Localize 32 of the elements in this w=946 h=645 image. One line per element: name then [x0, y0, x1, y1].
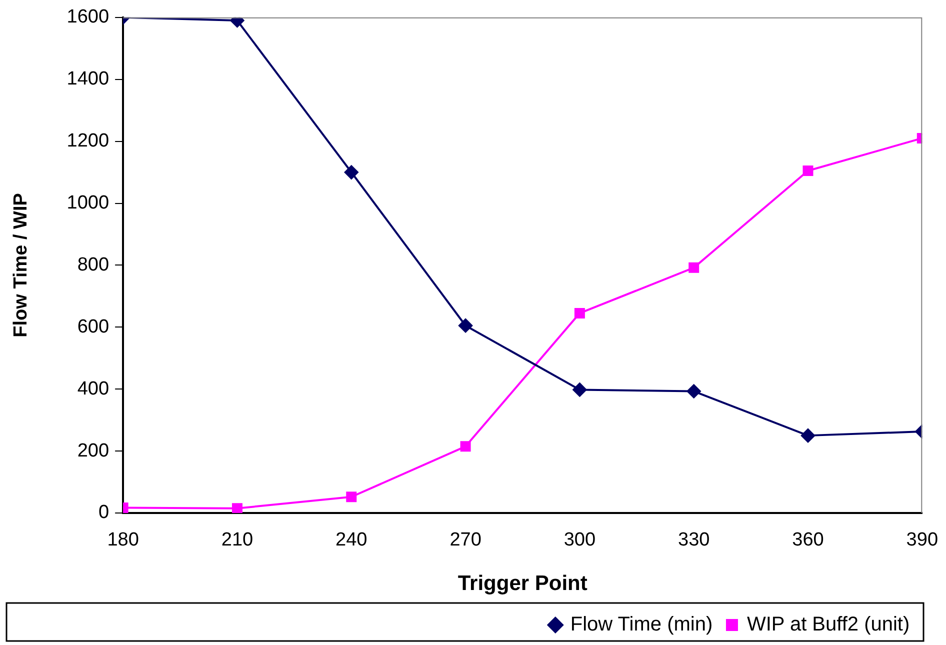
point — [688, 262, 700, 273]
x-tick-label: 240 — [336, 530, 368, 551]
y-tick-label: 1000 — [66, 192, 110, 214]
point — [572, 382, 587, 397]
x-tick-label: 210 — [221, 530, 254, 551]
point — [800, 428, 815, 443]
point — [344, 165, 358, 180]
legend-label: Flow Time (min) — [570, 614, 713, 636]
y-tick-label: 200 — [77, 440, 110, 462]
point — [460, 441, 471, 452]
point — [458, 318, 473, 333]
x-tick-label: 270 — [450, 530, 482, 551]
x-tick-label: 300 — [564, 530, 596, 551]
x-tick-label: 180 — [107, 530, 139, 551]
y-tick-label: 400 — [77, 378, 110, 400]
x-tick-label: 330 — [678, 530, 710, 551]
y-axis-title: Flow Time / WIP — [10, 192, 32, 338]
x-tick-label: 390 — [906, 530, 938, 551]
x-axis-title: Trigger Point — [458, 572, 588, 596]
y-tick-label: 1600 — [66, 6, 110, 28]
y-tick-label: 0 — [98, 502, 110, 524]
legend-label: WIP at Buff2 (unit) — [746, 614, 910, 636]
y-tick-label: 800 — [77, 254, 110, 276]
y-tick-label: 1400 — [66, 68, 110, 90]
x-tick-label: 360 — [792, 530, 824, 551]
y-tick-label: 600 — [77, 316, 110, 338]
point — [686, 384, 701, 398]
point — [346, 492, 357, 502]
y-tick-label: 1200 — [66, 130, 110, 152]
point — [232, 503, 242, 513]
point — [574, 308, 585, 318]
point — [802, 165, 814, 176]
